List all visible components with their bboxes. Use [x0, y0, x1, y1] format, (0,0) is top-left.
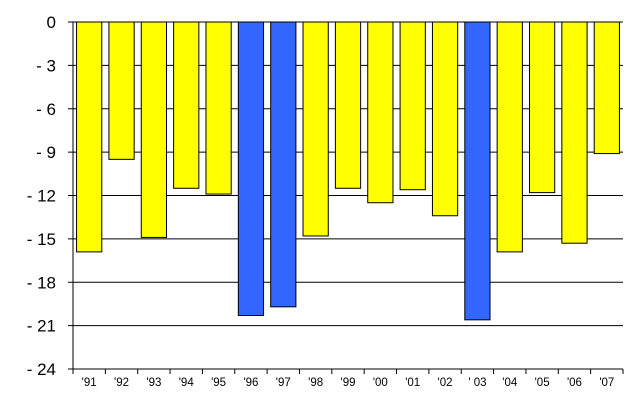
x-tick-label: '92: [114, 377, 129, 389]
x-tick-labels: '91 '92 '93 '94 '95 '96 '97 '98 '99 '00 '01 '02 ' 03…: [82, 377, 615, 389]
x-tick-label: '94: [179, 377, 195, 389]
bar: [496, 21, 523, 253]
bar: [367, 21, 394, 204]
y-tick-label: - 9: [36, 143, 56, 162]
y-tick-label: - 12: [27, 187, 56, 206]
bar: [431, 21, 459, 217]
x-tick-label: '04: [502, 377, 518, 389]
axes: [68, 21, 624, 374]
x-tick-label: '01: [405, 377, 420, 389]
bar: [205, 21, 232, 195]
x-tick-label: '93: [146, 377, 161, 389]
y-tick-label: - 3: [36, 56, 56, 75]
bar: [334, 21, 362, 189]
y-tick-label: - 15: [27, 230, 56, 249]
x-tick-label: '91: [82, 377, 97, 389]
x-tick-label: '07: [599, 377, 614, 389]
bar: [108, 21, 135, 160]
bar: [561, 21, 588, 244]
x-tick-label: '06: [567, 377, 582, 389]
y-tick-label: - 24: [27, 360, 56, 379]
x-tick-label: '05: [535, 377, 550, 389]
x-tick-label: '00: [373, 377, 388, 389]
y-tick-label: - 21: [27, 317, 56, 336]
x-tick-label: '97: [276, 377, 291, 389]
y-tick-labels: 0 - 3 - 6 - 9 - 12 - 15 - 18 - 21 - 24: [27, 13, 56, 379]
bar: [173, 21, 200, 189]
x-tick-label: '02: [438, 377, 453, 389]
bars: [76, 21, 620, 321]
x-tick-label: ' 03: [468, 377, 486, 389]
y-tick-label: 0: [47, 13, 56, 32]
x-tick-label: '95: [211, 377, 226, 389]
x-tick-label: '96: [243, 377, 258, 389]
bar: [270, 21, 297, 308]
bar: [464, 21, 491, 321]
bar: [237, 21, 265, 317]
bar: [399, 21, 426, 191]
x-tick-label: '98: [308, 377, 323, 389]
bar: [593, 21, 620, 155]
bar: [76, 21, 103, 253]
bar: [140, 21, 168, 238]
y-tick-label: - 18: [27, 273, 56, 292]
bar: [529, 21, 556, 194]
x-tick-label: '99: [341, 377, 356, 389]
y-tick-label: - 6: [36, 100, 56, 119]
bar: [302, 21, 329, 237]
